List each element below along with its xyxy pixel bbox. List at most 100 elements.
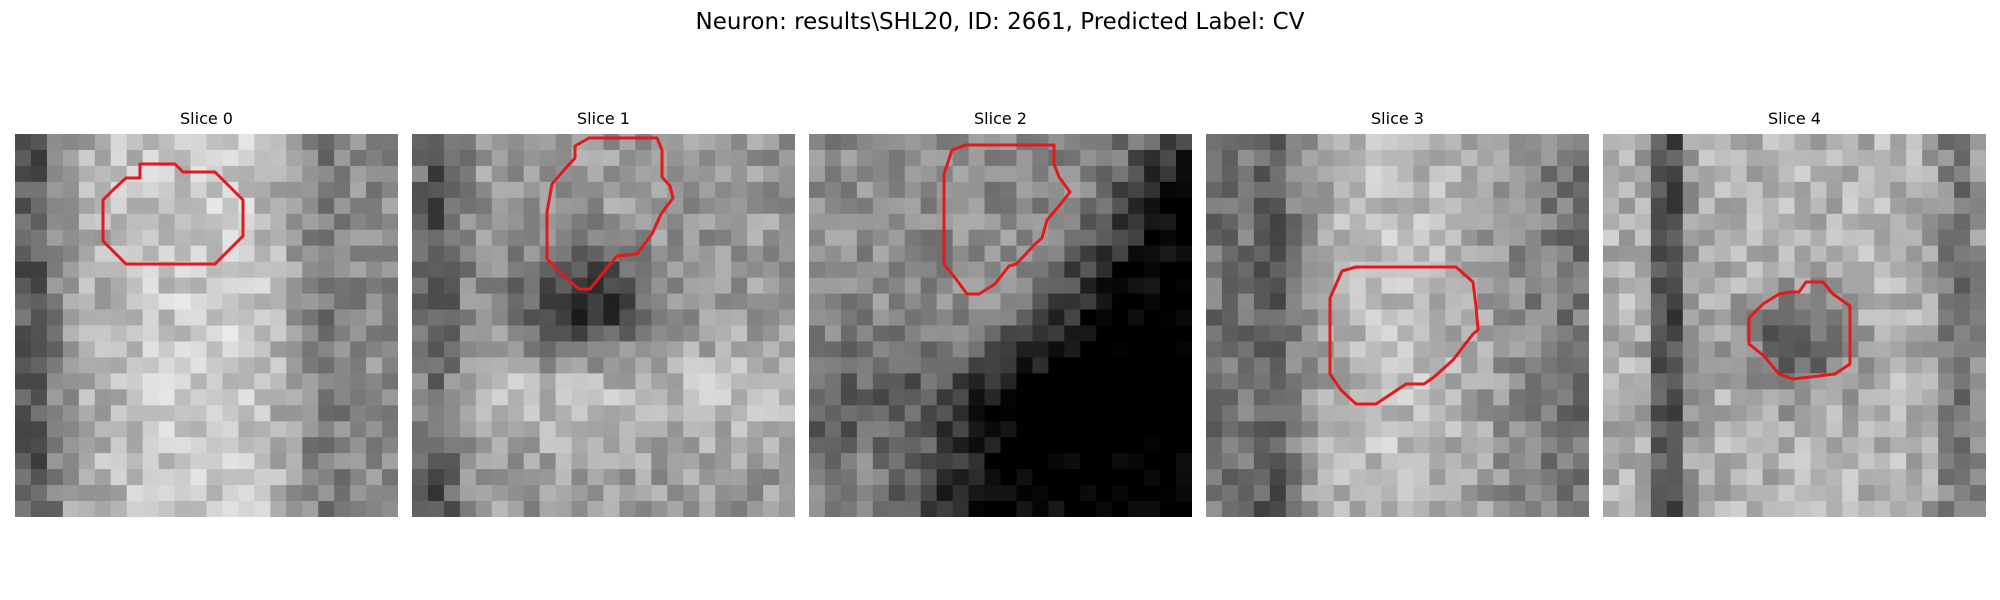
image-pixel bbox=[1144, 325, 1161, 343]
image-pixel bbox=[603, 421, 621, 438]
image-pixel bbox=[1000, 309, 1018, 327]
image-pixel bbox=[1445, 469, 1462, 486]
image-pixel bbox=[779, 405, 795, 422]
image-pixel bbox=[270, 261, 287, 279]
image-pixel bbox=[1557, 421, 1574, 438]
image-pixel bbox=[555, 469, 573, 486]
image-pixel bbox=[334, 213, 351, 231]
image-pixel bbox=[491, 373, 509, 390]
image-pixel bbox=[1096, 501, 1113, 517]
image-pixel bbox=[936, 405, 954, 422]
image-pixel bbox=[475, 469, 493, 486]
image-pixel bbox=[1714, 197, 1732, 215]
image-pixel bbox=[1301, 341, 1319, 359]
image-pixel bbox=[1365, 229, 1383, 247]
image-pixel bbox=[174, 229, 192, 247]
image-pixel bbox=[206, 165, 224, 183]
image-pixel bbox=[1461, 485, 1478, 502]
image-pixel bbox=[1730, 421, 1748, 438]
image-pixel bbox=[190, 197, 208, 215]
image-pixel bbox=[856, 293, 874, 311]
image-pixel bbox=[1509, 213, 1526, 231]
image-pixel bbox=[318, 453, 335, 470]
image-pixel bbox=[1573, 437, 1589, 454]
image-pixel bbox=[1016, 181, 1034, 199]
image-pixel bbox=[1746, 149, 1764, 167]
image-pixel bbox=[603, 469, 621, 486]
image-pixel bbox=[683, 197, 700, 215]
image-pixel bbox=[382, 181, 398, 199]
image-pixel bbox=[1698, 341, 1716, 359]
image-pixel bbox=[920, 325, 938, 343]
image-pixel bbox=[968, 421, 986, 438]
image-pixel bbox=[1349, 405, 1367, 422]
image-pixel bbox=[1954, 437, 1971, 454]
image-pixel bbox=[1285, 229, 1303, 247]
image-pixel bbox=[904, 341, 922, 359]
image-pixel bbox=[1810, 453, 1828, 470]
image-pixel bbox=[1666, 405, 1684, 422]
image-pixel bbox=[1349, 469, 1367, 486]
image-pixel bbox=[952, 149, 970, 167]
image-pixel bbox=[1603, 277, 1620, 295]
image-pixel bbox=[1413, 325, 1431, 343]
image-pixel bbox=[779, 149, 795, 167]
image-pixel bbox=[110, 293, 128, 311]
image-pixel bbox=[1906, 229, 1923, 247]
image-pixel bbox=[1714, 134, 1732, 151]
image-pixel bbox=[491, 197, 509, 215]
image-pixel bbox=[763, 165, 780, 183]
image-pixel bbox=[1954, 277, 1971, 295]
image-pixel bbox=[110, 213, 128, 231]
image-pixel bbox=[1269, 261, 1287, 279]
image-pixel bbox=[1682, 453, 1700, 470]
image-pixel bbox=[1650, 277, 1668, 295]
image-pixel bbox=[491, 389, 509, 406]
image-pixel bbox=[715, 421, 732, 438]
image-pixel bbox=[1826, 213, 1843, 231]
image-pixel bbox=[1206, 485, 1223, 502]
image-pixel bbox=[699, 277, 716, 295]
image-pixel bbox=[1682, 134, 1700, 151]
image-pixel bbox=[1525, 389, 1542, 406]
image-pixel bbox=[1541, 261, 1558, 279]
image-pixel bbox=[1794, 261, 1812, 279]
image-pixel bbox=[1285, 165, 1303, 183]
image-pixel bbox=[475, 245, 493, 263]
image-pixel bbox=[1842, 389, 1859, 406]
image-pixel bbox=[539, 277, 557, 295]
image-pixel bbox=[78, 469, 96, 486]
image-pixel bbox=[1666, 277, 1684, 295]
image-pixel bbox=[94, 485, 112, 502]
image-pixel bbox=[1080, 437, 1097, 454]
image-pixel bbox=[952, 213, 970, 231]
image-pixel bbox=[1477, 373, 1494, 390]
image-pixel bbox=[763, 501, 780, 517]
image-pixel bbox=[1826, 469, 1843, 486]
image-pixel bbox=[1650, 501, 1668, 517]
image-pixel bbox=[491, 485, 509, 502]
image-pixel bbox=[715, 357, 732, 374]
image-pixel bbox=[1253, 149, 1271, 167]
image-pixel bbox=[1206, 165, 1223, 183]
image-pixel bbox=[731, 437, 748, 454]
image-pixel bbox=[1285, 261, 1303, 279]
image-pixel bbox=[94, 357, 112, 374]
image-pixel bbox=[539, 421, 557, 438]
image-pixel bbox=[1874, 421, 1891, 438]
image-pixel bbox=[1301, 453, 1319, 470]
image-pixel bbox=[1477, 453, 1494, 470]
image-pixel bbox=[1890, 485, 1907, 502]
image-pixel bbox=[1176, 421, 1192, 438]
image-pixel bbox=[747, 181, 764, 199]
image-pixel bbox=[1634, 389, 1652, 406]
image-pixel bbox=[1032, 373, 1049, 390]
image-pixel bbox=[270, 197, 287, 215]
image-pixel bbox=[302, 197, 319, 215]
image-pixel bbox=[888, 405, 906, 422]
image-pixel bbox=[667, 134, 684, 151]
image-pixel bbox=[1048, 501, 1065, 517]
image-pixel bbox=[142, 309, 160, 327]
image-pixel bbox=[968, 453, 986, 470]
image-pixel bbox=[715, 437, 732, 454]
